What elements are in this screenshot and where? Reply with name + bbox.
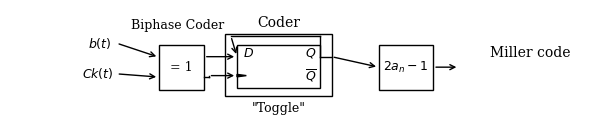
Text: $\overline{Q}$: $\overline{Q}$ [304, 68, 317, 84]
Bar [379, 45, 433, 90]
Text: Miller code: Miller code [490, 46, 570, 60]
Text: Biphase Coder: Biphase Coder [131, 19, 224, 32]
Bar [225, 34, 332, 96]
Polygon shape [237, 74, 246, 77]
Text: $2a_n - 1$: $2a_n - 1$ [383, 60, 429, 75]
Text: = 1: = 1 [170, 61, 193, 74]
Text: $Q$: $Q$ [304, 46, 316, 60]
Text: $b(t)$: $b(t)$ [88, 36, 112, 51]
Bar [237, 45, 320, 88]
Text: $Ck(t)$: $Ck(t)$ [82, 66, 114, 81]
Bar [159, 45, 204, 90]
Text: "Toggle": "Toggle" [251, 102, 306, 115]
Text: $D$: $D$ [243, 47, 254, 60]
Text: Coder: Coder [257, 16, 300, 30]
